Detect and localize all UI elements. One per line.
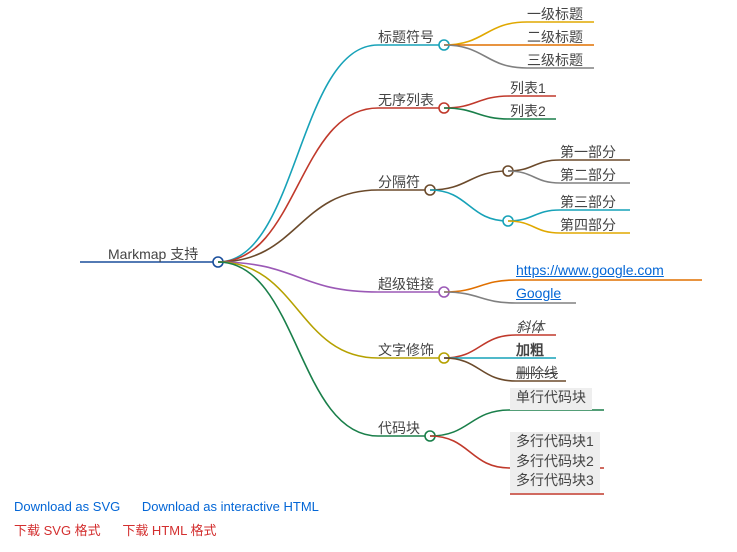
node-label-p3: 第三部分 xyxy=(560,192,616,212)
node-label-strike: 删除线 xyxy=(516,363,558,383)
node-label-ul: 无序列表 xyxy=(378,90,434,110)
download-svg-link-zh[interactable]: 下载 SVG 格式 xyxy=(14,523,101,538)
node-label-h3: 三级标题 xyxy=(527,50,583,70)
node-label-li2: 列表2 xyxy=(510,101,546,121)
node-label-p2: 第二部分 xyxy=(560,165,616,185)
node-label-h2: 二级标题 xyxy=(527,27,583,47)
node-label-style: 文字修饰 xyxy=(378,340,434,360)
node-label-google: Google xyxy=(516,285,561,301)
node-label-p1: 第一部分 xyxy=(560,142,616,162)
download-html-link-zh[interactable]: 下载 HTML 格式 xyxy=(122,523,216,538)
download-html-link-en[interactable]: Download as interactive HTML xyxy=(142,499,319,514)
node-label-url: https://www.google.com xyxy=(516,262,664,278)
node-label-code: 代码块 xyxy=(378,418,420,438)
node-label-links: 超级链接 xyxy=(378,274,434,294)
node-label-h1: 一级标题 xyxy=(527,4,583,24)
node-label-italic: 斜体 xyxy=(516,317,544,337)
markmap-canvas: Markmap 支持标题符号一级标题二级标题三级标题无序列表列表1列表2分隔符第… xyxy=(0,0,737,500)
download-links: Download as SVG Download as interactive … xyxy=(14,495,337,542)
node-label-headings: 标题符号 xyxy=(378,27,434,47)
node-label-sep: 分隔符 xyxy=(378,172,420,192)
download-svg-link-en[interactable]: Download as SVG xyxy=(14,499,120,514)
node-label-bold: 加粗 xyxy=(516,340,544,360)
node-label-code1: 单行代码块 xyxy=(510,388,592,410)
node-label-code2: 多行代码块1多行代码块2多行代码块3 xyxy=(510,432,600,493)
node-label-root: Markmap 支持 xyxy=(108,244,198,264)
node-label-li1: 列表1 xyxy=(510,78,546,98)
node-label-p4: 第四部分 xyxy=(560,215,616,235)
